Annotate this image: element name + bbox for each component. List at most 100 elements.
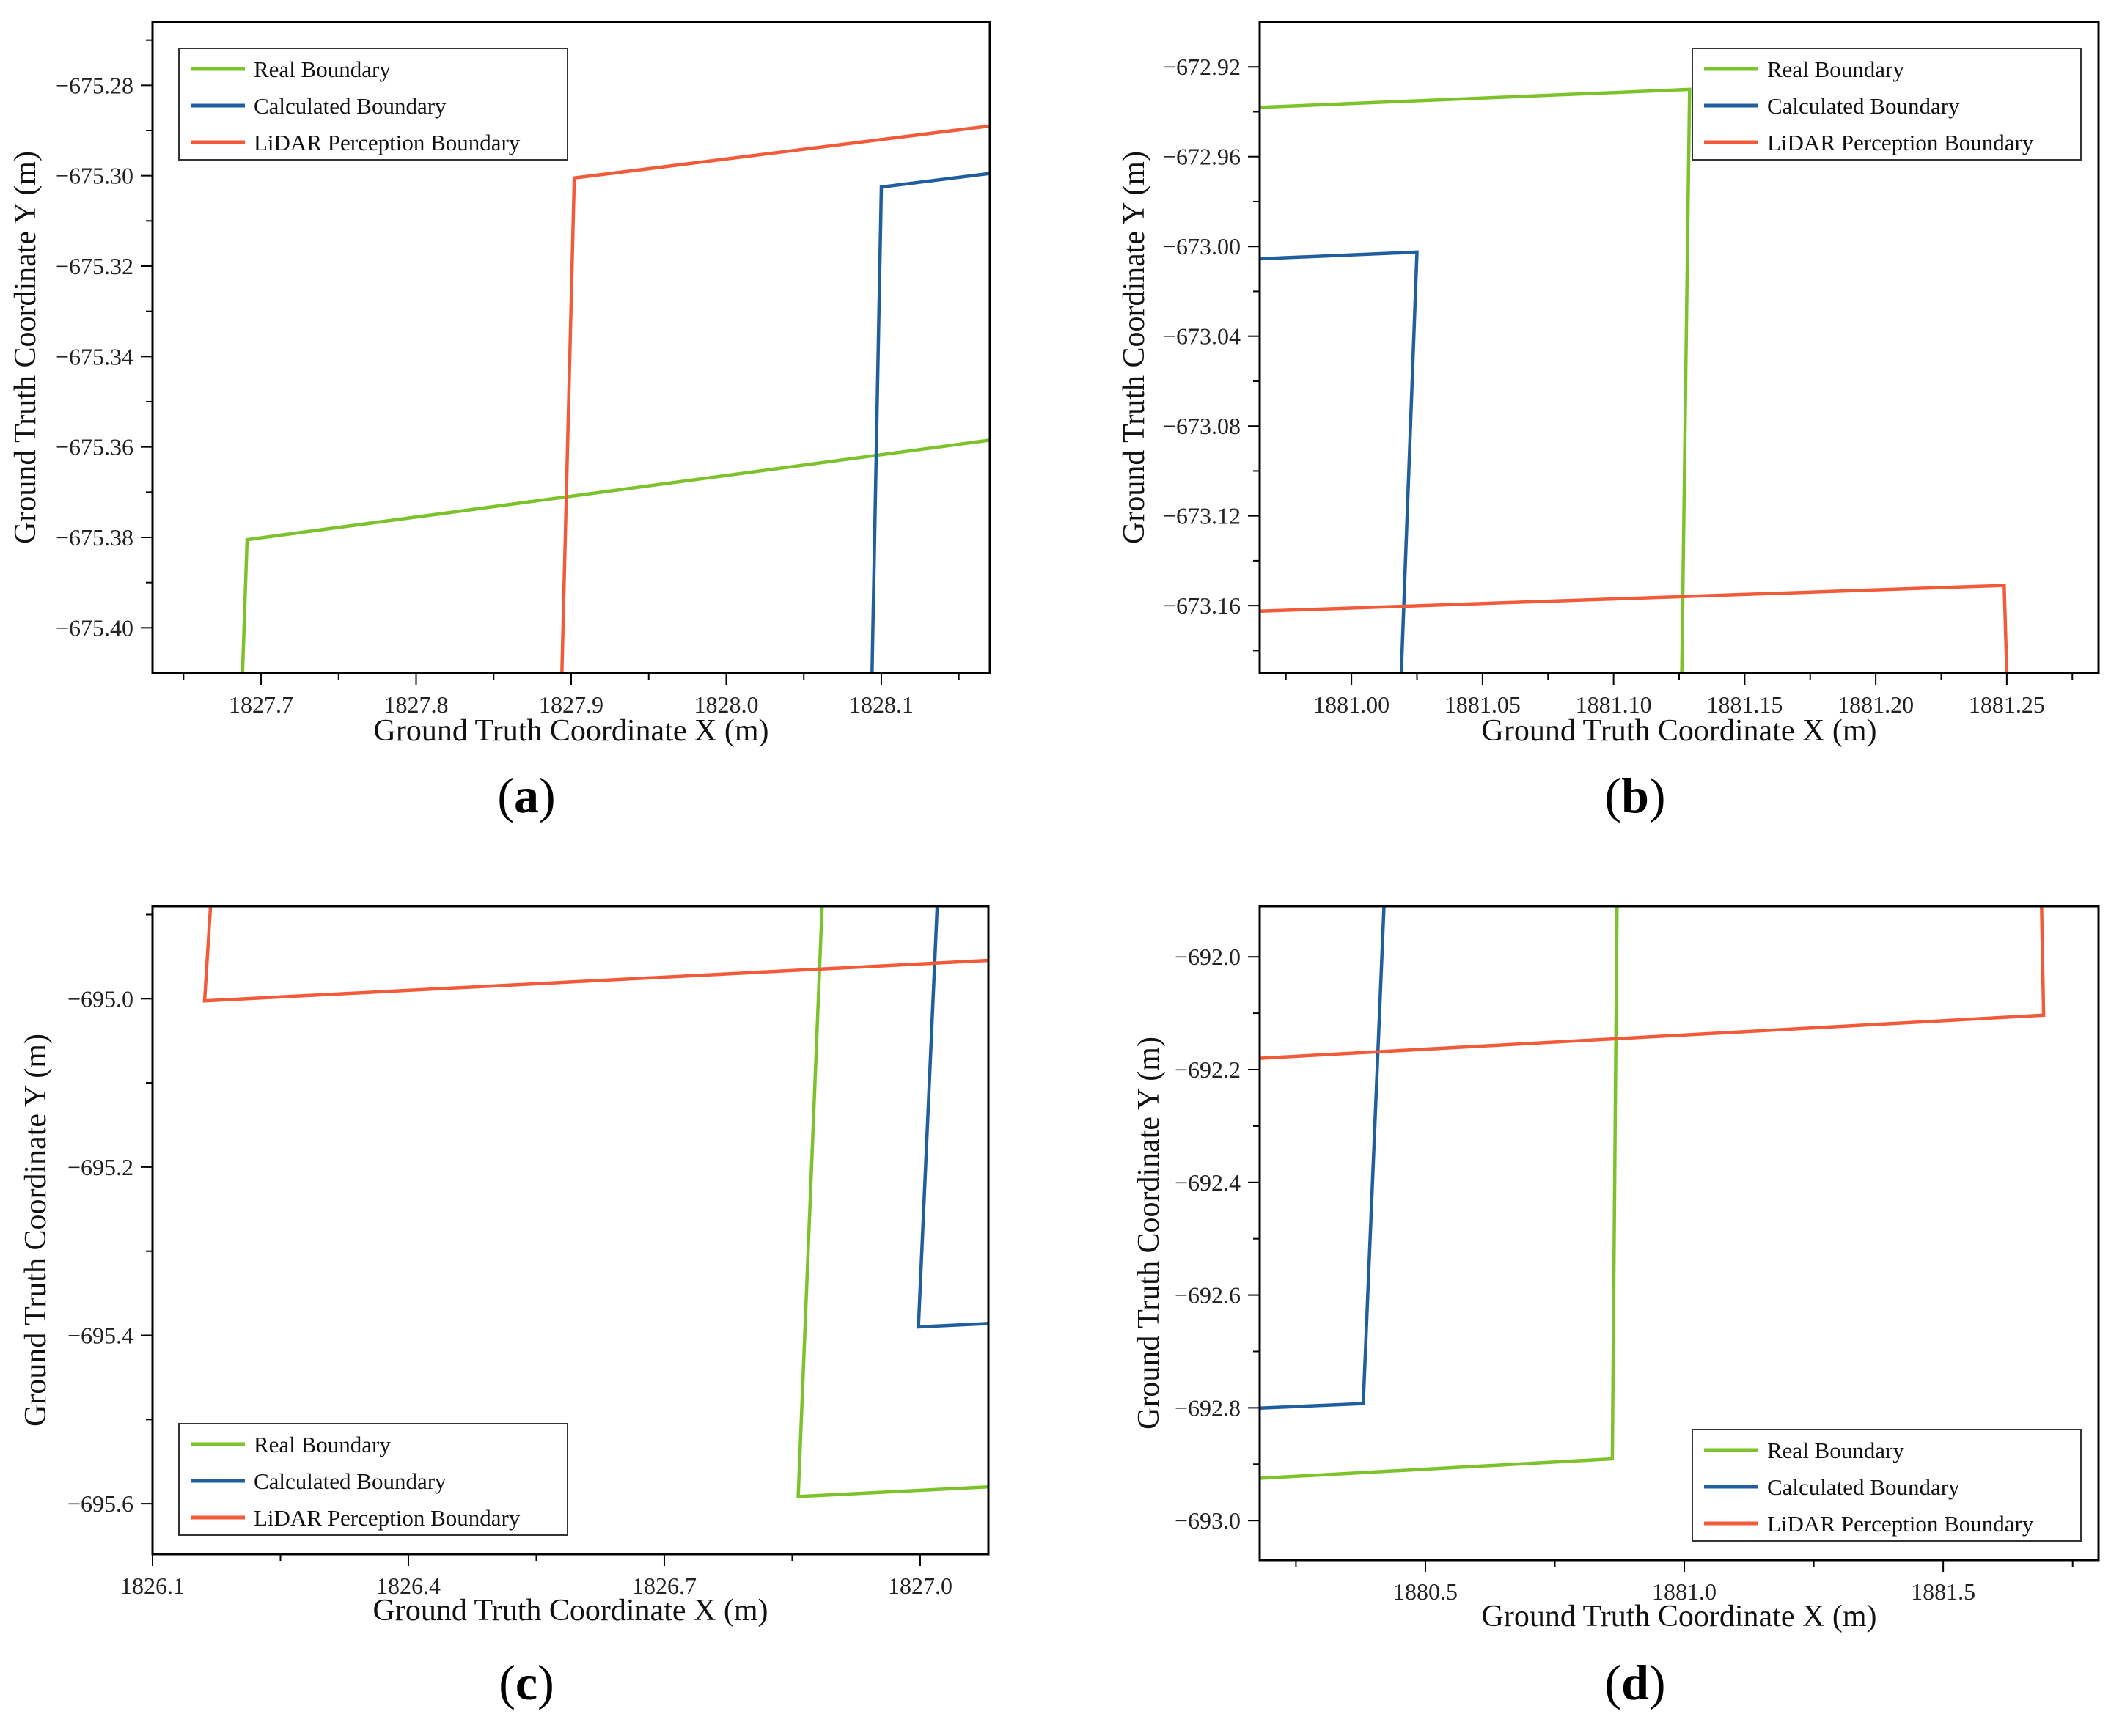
y-tick-label: −675.30 (56, 163, 133, 189)
plot-frame (151, 905, 990, 1556)
y-tick-label: −695.0 (67, 985, 133, 1012)
x-tick-label: 1827.0 (888, 1573, 952, 1599)
series-line-lidar-perception-boundary (560, 124, 990, 673)
y-tick-label: −692.8 (1175, 1394, 1241, 1421)
series-line-real-boundary (241, 438, 990, 673)
series-line-real-boundary (1260, 906, 1619, 1480)
legend-label: Calculated Boundary (254, 1468, 447, 1494)
subplot-caption: (d) (1604, 1655, 1665, 1710)
x-tick-label: 1881.00 (1313, 691, 1389, 718)
series-line-calculated-boundary (917, 906, 988, 1329)
x-tick-label: 1826.7 (632, 1573, 697, 1599)
y-axis-title: Ground Truth Coordinate Y (m) (1117, 151, 1151, 544)
plot-frame (151, 21, 991, 674)
y-tick-label: −673.12 (1163, 503, 1241, 529)
series-line-calculated-boundary (870, 172, 990, 673)
caption-close-paren: ) (1649, 1655, 1666, 1710)
y-tick-label: −692.6 (1175, 1282, 1241, 1309)
caption-open-paren: ( (1604, 1655, 1621, 1710)
chart-a: 1827.7 1827.8 1827.9 1828.0 1828.1 −675.28 −67… (9, 21, 991, 823)
y-tick-label: −672.92 (1163, 54, 1241, 80)
y-tick-label: −673.08 (1163, 413, 1241, 439)
series-group (202, 906, 988, 1498)
x-tick-label: 1880.5 (1393, 1578, 1458, 1605)
x-tick-label: 1881.0 (1652, 1578, 1717, 1605)
y-tick-label: −675.34 (56, 343, 133, 369)
legend-label: LiDAR Perception Boundary (254, 130, 521, 155)
legend-label: LiDAR Perception Boundary (1767, 1511, 2034, 1537)
x-tick-label: 1828.0 (694, 691, 758, 718)
y-tick-label: −672.96 (1163, 144, 1241, 170)
x-tick-label: 1826.4 (376, 1573, 441, 1599)
legend: Real Boundary Calculated Boundary LiDAR Pe… (1692, 48, 2082, 161)
legend-label: Calculated Boundary (1767, 1474, 1960, 1500)
chart-c: 1826.1 1826.4 1826.7 1827.0 −695.0 −695.2 −695… (19, 905, 990, 1710)
subplot-caption: (c) (499, 1655, 554, 1710)
x-tick-label: 1827.8 (384, 691, 449, 718)
x-axis-title: Ground Truth Coordinate X (m) (1482, 714, 1877, 748)
legend-label: Real Boundary (254, 1432, 391, 1457)
x-tick-label: 1827.9 (539, 691, 603, 718)
legend-label: Real Boundary (1767, 1438, 1904, 1463)
legend-label: Real Boundary (254, 56, 391, 82)
y-axis-title: Ground Truth Coordinate Y (m) (19, 1034, 53, 1427)
x-axis-title: Ground Truth Coordinate X (m) (1482, 1600, 1877, 1633)
series-group (1260, 87, 2009, 673)
series-group (241, 124, 990, 673)
y-tick-label: −695.2 (67, 1154, 133, 1180)
x-tick-label: 1881.10 (1576, 691, 1652, 718)
series-line-lidar-perception-boundary (1260, 584, 2009, 673)
legend-label: LiDAR Perception Boundary (1767, 130, 2034, 155)
charts-layer: 1827.7 1827.8 1827.9 1828.0 1828.1 −675.28 −67… (9, 21, 2100, 1710)
series-line-lidar-perception-boundary (202, 906, 988, 1003)
subplot-caption: (a) (497, 768, 555, 823)
series-line-calculated-boundary (1260, 250, 1419, 673)
y-tick-label: −695.6 (67, 1490, 133, 1517)
caption-close-paren: ) (539, 768, 556, 823)
x-tick-label: 1881.20 (1838, 691, 1914, 718)
y-tick-label: −673.04 (1163, 323, 1241, 350)
caption-open-paren: ( (497, 768, 514, 823)
y-axis-title: Ground Truth Coordinate Y (m) (1132, 1037, 1166, 1430)
caption-letter: b (1621, 768, 1649, 823)
x-axis-title: Ground Truth Coordinate X (m) (374, 714, 769, 748)
y-tick-label: −675.28 (56, 72, 133, 98)
legend-label: LiDAR Perception Boundary (254, 1505, 521, 1531)
x-tick-label: 1828.1 (849, 691, 914, 718)
legend: Real Boundary Calculated Boundary LiDAR Pe… (1692, 1429, 2082, 1542)
series-line-real-boundary (1260, 87, 1692, 673)
subplot-caption: (b) (1604, 768, 1665, 823)
y-tick-label: −675.38 (56, 524, 133, 551)
caption-close-paren: ) (1649, 768, 1666, 823)
x-tick-label: 1826.1 (120, 1573, 185, 1599)
y-axis-title: Ground Truth Coordinate Y (m) (9, 151, 43, 544)
y-tick-label: −693.0 (1175, 1507, 1241, 1534)
y-tick-label: −673.16 (1163, 592, 1241, 619)
x-tick-label: 1881.5 (1911, 1578, 1975, 1605)
series-line-lidar-perception-boundary (1260, 906, 2046, 1060)
caption-letter: d (1621, 1655, 1649, 1710)
caption-open-paren: ( (499, 1655, 515, 1710)
chart-b: 1881.00 1881.05 1881.10 1881.15 1881.20 1881.… (1117, 21, 2100, 823)
caption-close-paren: ) (537, 1655, 554, 1710)
series-group (1260, 906, 2046, 1480)
legend-label: Calculated Boundary (1767, 93, 1960, 119)
plot-frame (1258, 905, 2100, 1562)
series-line-real-boundary (796, 906, 988, 1498)
legend: Real Boundary Calculated Boundary LiDAR Pe… (178, 1423, 568, 1536)
chart-d: 1880.5 1881.0 1881.5 −692.0 −692.2 −692.4 −692… (1132, 905, 2100, 1710)
x-axis-title: Ground Truth Coordinate X (m) (373, 1594, 768, 1628)
y-tick-label: −692.2 (1175, 1056, 1241, 1083)
y-tick-label: −692.0 (1175, 944, 1241, 970)
y-tick-label: −692.4 (1175, 1169, 1241, 1196)
x-tick-label: 1881.25 (1969, 691, 2045, 718)
caption-letter: a (514, 768, 539, 823)
legend-label: Real Boundary (1767, 56, 1904, 82)
plot-frame (1258, 21, 2100, 674)
caption-letter: c (515, 1655, 537, 1710)
legend: Real Boundary Calculated Boundary LiDAR Pe… (178, 48, 568, 161)
x-tick-label: 1881.15 (1706, 691, 1783, 718)
x-tick-label: 1881.05 (1444, 691, 1521, 718)
y-tick-label: −695.4 (67, 1323, 133, 1349)
